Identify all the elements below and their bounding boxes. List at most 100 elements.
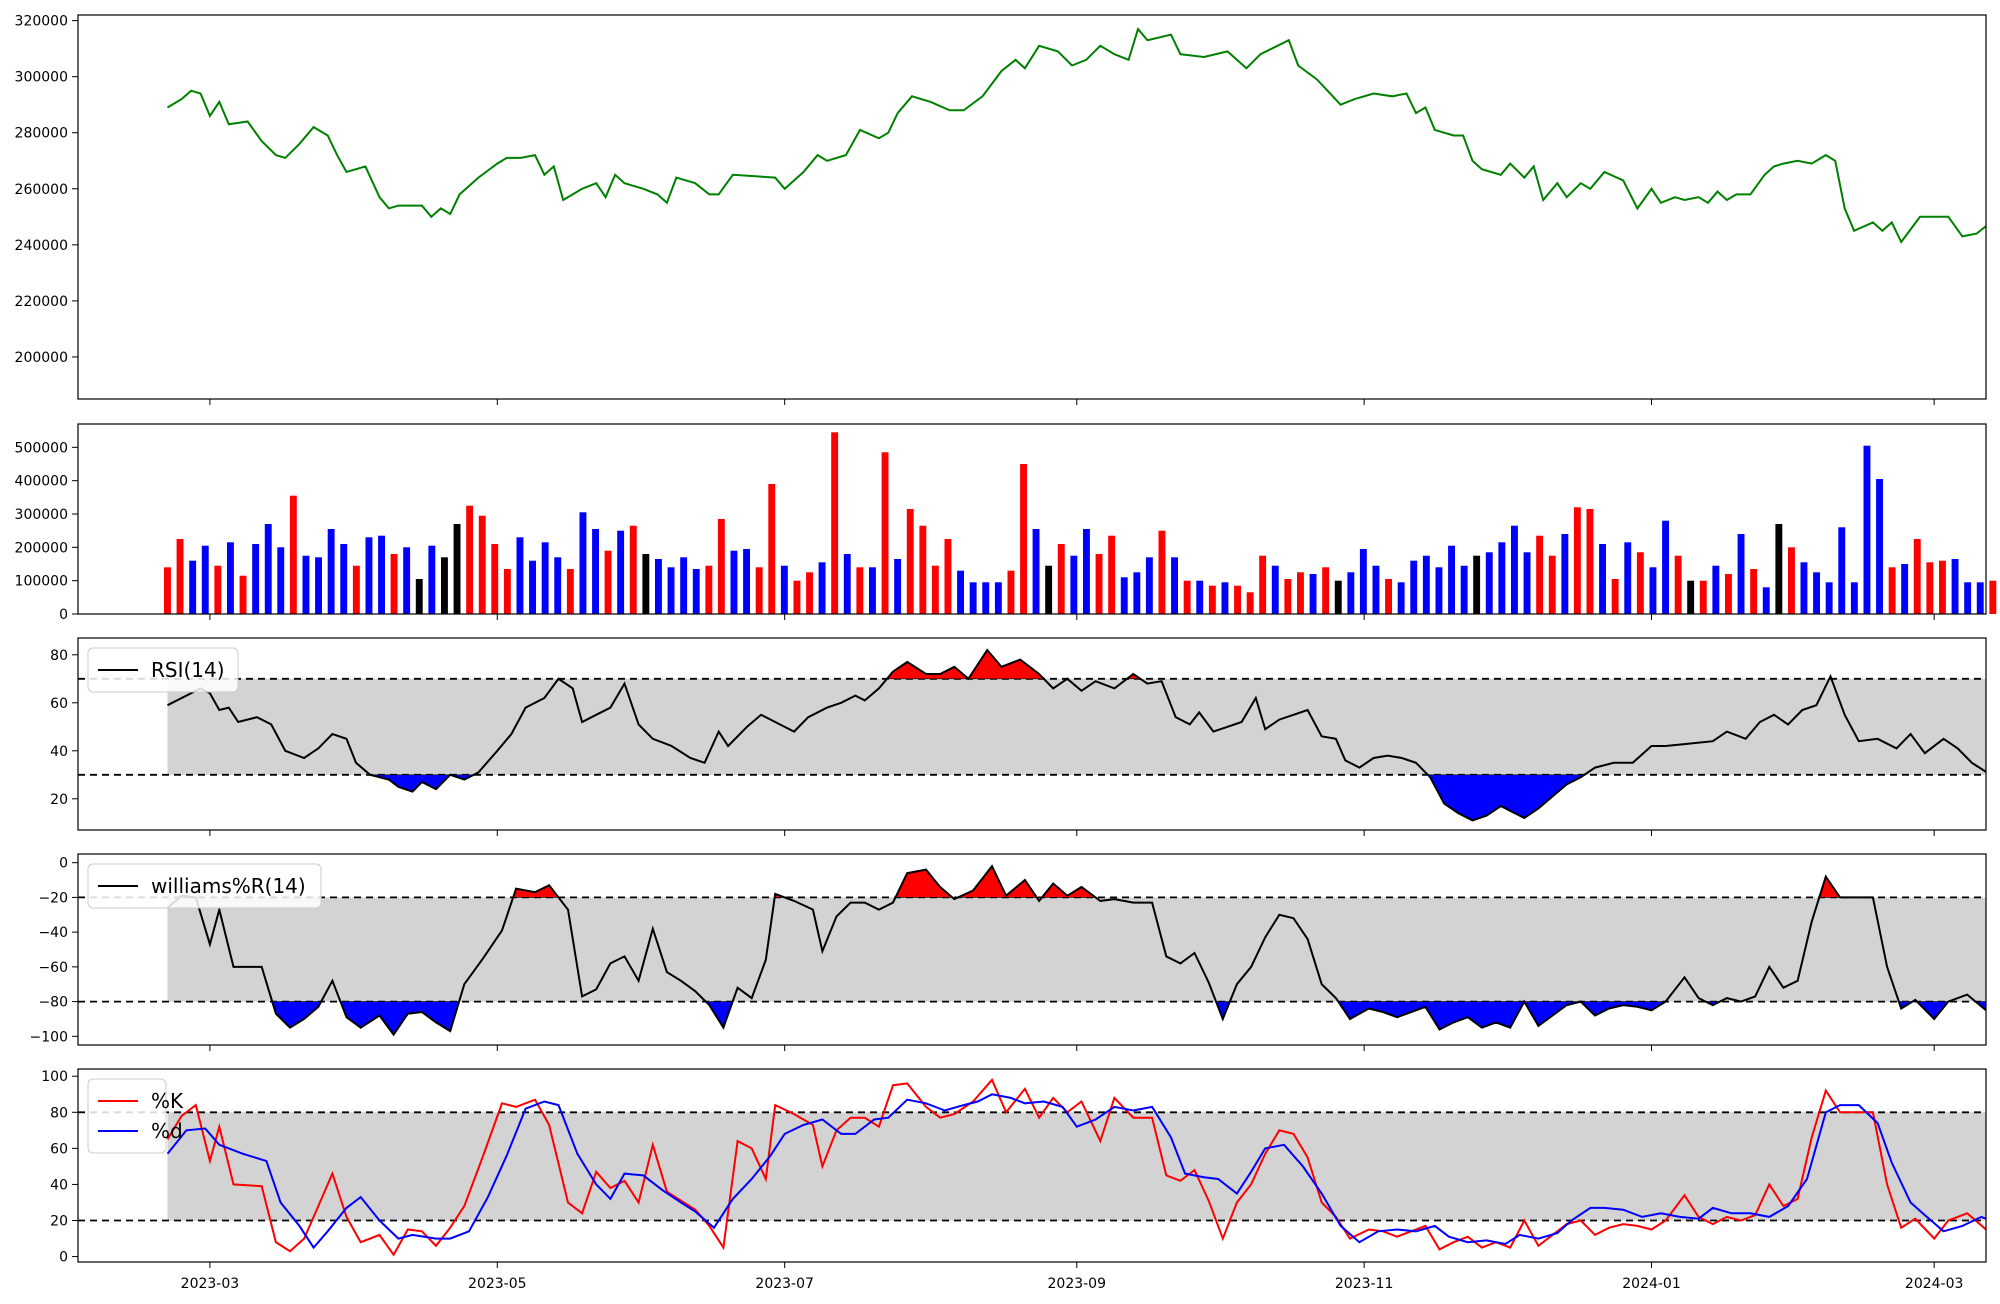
volume-bar <box>630 526 637 614</box>
volume-bar <box>416 579 423 614</box>
volume-bar <box>605 551 612 614</box>
volume-bar <box>1876 479 1883 614</box>
y-tick-label: 40 <box>50 744 68 760</box>
volume-bar <box>1952 559 1959 614</box>
volume-bar <box>1385 579 1392 614</box>
volume-bar <box>1889 567 1896 614</box>
volume-bar <box>982 582 989 614</box>
x-tick-label: 2023-05 <box>468 1276 527 1292</box>
y-tick-label: 100000 <box>15 574 68 590</box>
volume-bar <box>1662 521 1669 614</box>
volume-bar <box>1045 566 1052 614</box>
volume-bar <box>1901 564 1908 614</box>
y-tick-label: 0 <box>59 856 68 872</box>
volume-bar <box>1121 577 1128 614</box>
volume-bar <box>806 572 813 614</box>
y-tick-label: 20 <box>50 792 68 808</box>
x-tick-label: 2024-03 <box>1905 1276 1964 1292</box>
volume-bar <box>1222 582 1229 614</box>
volume-bar <box>366 537 373 614</box>
legend-label: RSI(14) <box>151 658 225 682</box>
y-tick-label: 280000 <box>15 126 68 142</box>
volume-bar <box>919 526 926 614</box>
volume-bar <box>1977 582 1984 614</box>
volume-bar <box>1436 567 1443 614</box>
volume-bar <box>1587 509 1594 614</box>
volume-bar <box>1624 542 1631 614</box>
legend-label: %d <box>151 1119 183 1143</box>
volume-bar <box>1322 567 1329 614</box>
volume-bar <box>1247 592 1254 614</box>
volume-bar <box>1599 544 1606 614</box>
volume-bar <box>1801 562 1808 614</box>
y-tick-label: 0 <box>59 607 68 623</box>
volume-bar <box>1687 581 1694 614</box>
volume-bar <box>945 539 952 614</box>
volume-bar <box>466 506 473 614</box>
x-tick-label: 2024-01 <box>1622 1276 1681 1292</box>
volume-bar <box>1813 572 1820 614</box>
volume-bar <box>1448 546 1455 614</box>
volume-bar <box>1637 552 1644 614</box>
volume-bar <box>529 561 536 614</box>
volume-bar <box>1159 531 1166 614</box>
y-tick-label: 100 <box>41 1069 68 1085</box>
volume-bar <box>1725 574 1732 614</box>
volume-bar <box>441 557 448 614</box>
y-tick-label: 0 <box>59 1250 68 1266</box>
volume-bar <box>240 576 247 614</box>
volume-bar <box>932 566 939 614</box>
volume-bar <box>1536 536 1543 614</box>
y-tick-label: 80 <box>50 1105 68 1121</box>
volume-bar <box>1310 574 1317 614</box>
volume-bar <box>1826 582 1833 614</box>
volume-bar <box>479 516 486 614</box>
neutral-band <box>168 897 2000 1001</box>
volume-bar <box>1549 556 1556 614</box>
volume-bar <box>1373 566 1380 614</box>
volume-bar <box>680 557 687 614</box>
volume-bar <box>428 546 435 614</box>
volume-bar <box>869 567 876 614</box>
volume-bar <box>340 544 347 614</box>
legend-label: %K <box>151 1089 184 1113</box>
volume-bar <box>718 519 725 614</box>
volume-bar <box>491 544 498 614</box>
volume-bar <box>290 496 297 614</box>
volume-bar <box>1561 534 1568 614</box>
volume-bar <box>1033 529 1040 614</box>
y-tick-label: −40 <box>38 925 68 941</box>
y-tick-label: 200000 <box>15 350 68 366</box>
volume-bar <box>731 551 738 614</box>
volume-bar <box>189 561 196 614</box>
volume-bar <box>517 537 524 614</box>
volume-bar <box>1398 582 1405 614</box>
volume-bar <box>214 566 221 614</box>
volume-bar <box>1788 547 1795 614</box>
volume-bar <box>882 452 889 614</box>
y-tick-label: 60 <box>50 1141 68 1157</box>
volume-bar <box>227 542 234 614</box>
volume-bar <box>957 571 964 614</box>
volume-bar <box>1926 562 1933 614</box>
volume-bar <box>1171 557 1178 614</box>
volume-bar <box>844 554 851 614</box>
y-tick-label: 80 <box>50 648 68 664</box>
panel-background <box>78 15 1986 399</box>
volume-bar <box>277 547 284 614</box>
volume-bar <box>328 529 335 614</box>
volume-bar <box>1964 582 1971 614</box>
volume-bar <box>1914 539 1921 614</box>
y-tick-label: 500000 <box>15 440 68 456</box>
volume-bar <box>1133 572 1140 614</box>
volume-bar <box>554 557 561 614</box>
volume-bar <box>1184 581 1191 614</box>
volume-bar <box>1712 566 1719 614</box>
volume-bar <box>177 539 184 614</box>
volume-bar <box>1675 556 1682 614</box>
volume-bar <box>1498 542 1505 614</box>
y-tick-label: 40 <box>50 1177 68 1193</box>
y-tick-label: −80 <box>38 995 68 1011</box>
